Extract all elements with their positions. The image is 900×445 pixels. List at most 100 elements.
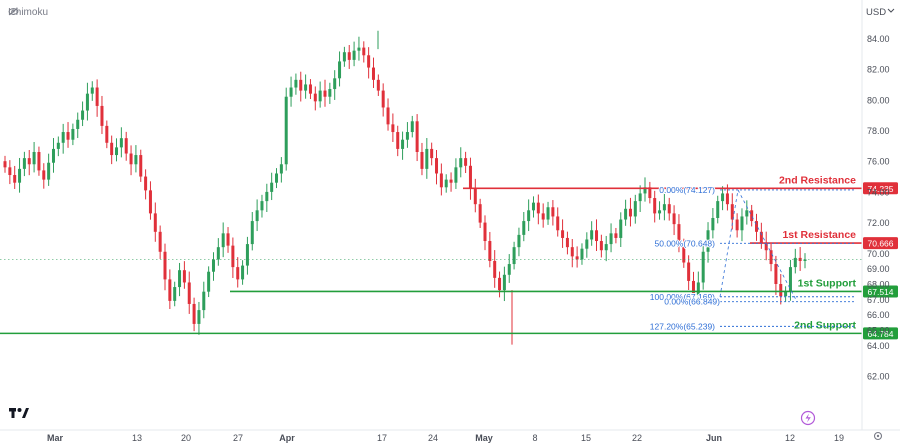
y-tick-label: 68.00 <box>867 280 890 290</box>
candle-body <box>279 164 283 174</box>
y-tick-label: 65.00 <box>867 326 890 336</box>
candle-body <box>599 241 603 251</box>
candle-body <box>338 61 342 79</box>
candle-body <box>178 270 182 288</box>
x-tick-label: 17 <box>377 433 387 443</box>
candle-body <box>333 78 337 90</box>
candle-body <box>682 244 686 263</box>
candle-body <box>614 233 618 238</box>
candle-body <box>740 216 744 231</box>
candle-body <box>507 264 511 275</box>
candle-body <box>595 230 599 242</box>
x-tick-label: 20 <box>181 433 191 443</box>
candle-body <box>105 125 109 143</box>
candle-body <box>643 187 647 194</box>
candle-body <box>18 168 22 183</box>
candle-body <box>570 247 574 257</box>
level-label: 2nd Resistance <box>779 174 856 186</box>
levels-layer: 2nd Resistance 74.235 1st Resistance 70.666… <box>0 173 898 340</box>
candle-body <box>706 230 710 252</box>
candle-body <box>61 132 65 143</box>
candle-body <box>788 267 792 292</box>
candle-body <box>304 84 308 91</box>
candle-body <box>609 233 613 245</box>
candle-body <box>241 265 245 280</box>
level-price-tag <box>863 237 898 250</box>
indicator-legend[interactable]: Ichimoku <box>8 7 48 18</box>
level-price-tag <box>863 285 898 298</box>
candle-body <box>473 188 477 205</box>
candle-body <box>468 165 472 189</box>
candle-body <box>512 247 516 265</box>
candle-body <box>604 244 608 251</box>
candle-body <box>376 79 380 91</box>
candle-body <box>444 179 448 188</box>
x-tick-label: 27 <box>233 433 243 443</box>
candle-body <box>488 241 492 261</box>
fib-trend-line <box>719 189 739 297</box>
candle-body <box>13 175 17 183</box>
gear-icon[interactable] <box>873 431 883 441</box>
eye-hidden-icon[interactable] <box>8 7 19 16</box>
level-price-tag <box>863 182 898 195</box>
candle-body <box>289 87 293 97</box>
candle-body <box>207 271 211 292</box>
candle-body <box>401 139 405 149</box>
candle-body <box>691 280 695 295</box>
candle-body <box>37 151 41 171</box>
candle-body <box>721 193 725 202</box>
y-tick-label: 78.00 <box>867 126 890 136</box>
candle-body <box>381 90 385 108</box>
candle-body <box>648 187 652 199</box>
candle-body <box>464 158 468 166</box>
y-tick-label: 70.00 <box>867 249 890 259</box>
candle-body <box>148 190 152 214</box>
candle-body <box>565 237 569 248</box>
y-tick-label: 74.00 <box>867 187 890 197</box>
candle-body <box>318 90 322 102</box>
candle-body <box>483 222 487 242</box>
candle-body <box>328 89 332 97</box>
candle-body <box>633 201 637 217</box>
candle-body <box>236 267 240 280</box>
y-tick-label: 64.00 <box>867 341 890 351</box>
candle-body <box>386 107 390 125</box>
candle-body <box>667 204 671 214</box>
candle-body <box>575 256 579 260</box>
y-tick-label: 82.00 <box>867 65 890 75</box>
candle-body <box>3 161 7 168</box>
candle-body <box>367 55 371 68</box>
lightning-icon[interactable] <box>800 410 816 426</box>
candle-body <box>313 93 317 102</box>
tradingview-logo <box>9 408 29 418</box>
candle-body <box>764 242 768 251</box>
candle-body <box>211 259 215 272</box>
candle-body <box>769 250 773 265</box>
level-label: 1st Resistance <box>782 229 856 241</box>
candle-body <box>22 158 26 169</box>
candle-body <box>425 148 429 169</box>
candle-body <box>158 231 162 252</box>
fib-label: 127.20%(65.239) <box>650 321 715 331</box>
candle-body <box>357 47 361 51</box>
currency-label[interactable]: USD <box>866 7 886 18</box>
level-label: 1st Support <box>798 277 857 289</box>
candle-body <box>129 153 133 165</box>
candle-body <box>551 207 555 217</box>
candle-body <box>342 52 346 62</box>
candle-body <box>352 50 356 60</box>
candle-body <box>774 264 778 284</box>
candle-body <box>590 230 594 240</box>
candle-body <box>561 230 565 238</box>
candle-body <box>439 173 443 188</box>
candle-body <box>410 121 414 133</box>
candle-body <box>396 132 400 149</box>
candle-body <box>182 270 186 283</box>
candle-body <box>81 110 85 120</box>
candle-body <box>347 52 351 60</box>
candle-body <box>250 221 254 245</box>
chevron-down-icon[interactable] <box>887 8 895 13</box>
candle-body <box>793 257 797 268</box>
